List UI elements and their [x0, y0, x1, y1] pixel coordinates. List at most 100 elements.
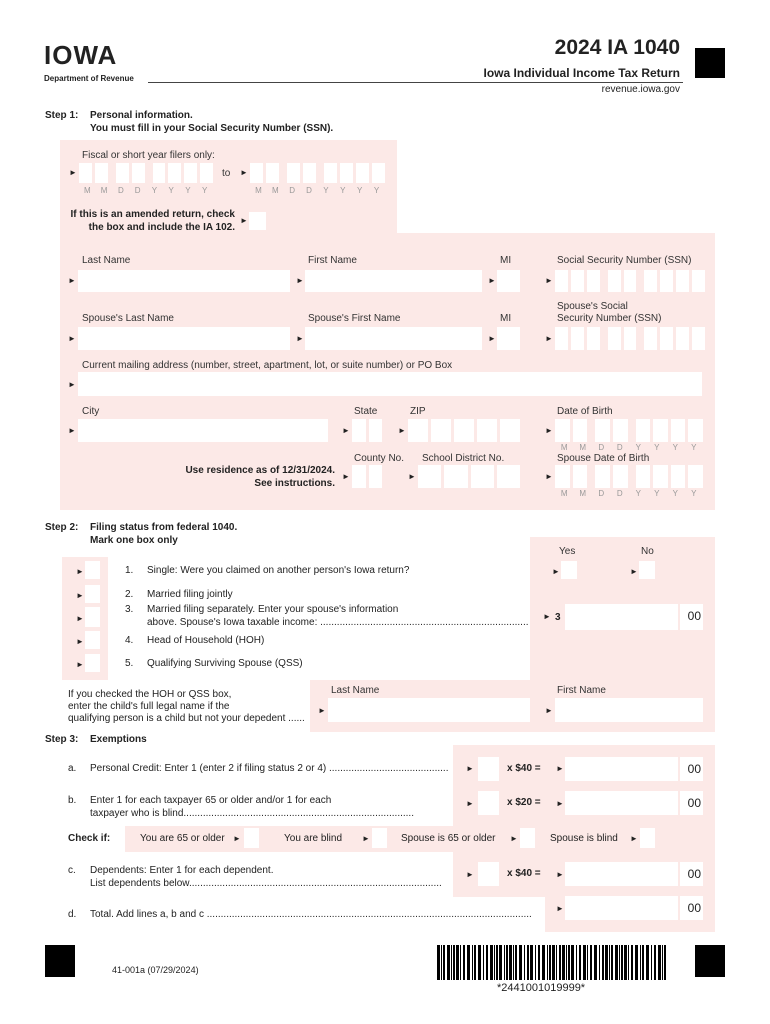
digit-box[interactable] [418, 465, 442, 488]
mi-input[interactable] [497, 270, 520, 292]
child-last-name-input[interactable] [328, 698, 530, 722]
dob-input[interactable] [555, 419, 703, 442]
digit-box[interactable] [570, 327, 584, 350]
digit-box[interactable] [570, 270, 584, 292]
digit-box[interactable] [287, 163, 300, 183]
digit-box[interactable] [660, 327, 674, 350]
digit-box[interactable] [184, 163, 198, 183]
ssn-input[interactable] [555, 270, 706, 292]
line-b-count-input[interactable] [478, 791, 499, 815]
digit-box[interactable] [612, 419, 628, 442]
first-name-input[interactable] [305, 270, 482, 292]
digit-box[interactable] [340, 163, 353, 183]
filing-status-5-checkbox[interactable] [85, 654, 100, 672]
digit-box[interactable] [496, 465, 520, 488]
digit-box[interactable] [670, 465, 686, 488]
digit-box[interactable] [152, 163, 166, 183]
digit-box[interactable] [644, 270, 658, 292]
digit-box[interactable] [555, 465, 570, 488]
line-a-amount-input[interactable] [565, 757, 678, 781]
filing-status-1-checkbox[interactable] [85, 561, 100, 579]
address-input[interactable] [78, 372, 702, 396]
digit-box[interactable] [555, 270, 568, 292]
line-c-amount-input[interactable] [565, 862, 678, 886]
claimed-yes-checkbox[interactable] [561, 561, 577, 579]
filing-status-2-checkbox[interactable] [85, 585, 100, 603]
filing-status-3-checkbox[interactable] [85, 607, 100, 627]
digit-box[interactable] [372, 163, 385, 183]
spouse-65-checkbox[interactable] [520, 828, 535, 848]
digit-box[interactable] [688, 465, 703, 488]
digit-box[interactable] [623, 270, 637, 292]
digit-box[interactable] [200, 163, 213, 183]
spouse-last-name-input[interactable] [78, 327, 290, 350]
digit-box[interactable] [555, 327, 568, 350]
digit-box[interactable] [660, 270, 674, 292]
digit-box[interactable] [368, 419, 382, 442]
spouse-first-name-input[interactable] [305, 327, 482, 350]
digit-box[interactable] [477, 419, 497, 442]
digit-box[interactable] [595, 465, 610, 488]
fiscal-start-date[interactable] [79, 163, 213, 183]
digit-box[interactable] [653, 419, 668, 442]
digit-box[interactable] [607, 270, 621, 292]
digit-box[interactable] [444, 465, 468, 488]
digit-box[interactable] [303, 163, 316, 183]
digit-box[interactable] [79, 163, 92, 183]
spouse-mi-input[interactable] [497, 327, 520, 350]
spouse-ssn-input[interactable] [555, 327, 706, 350]
digit-box[interactable] [635, 465, 651, 488]
digit-box[interactable] [692, 270, 706, 292]
digit-box[interactable] [431, 419, 451, 442]
digit-box[interactable] [356, 163, 369, 183]
digit-box[interactable] [572, 465, 588, 488]
last-name-input[interactable] [78, 270, 290, 292]
line-a-count-input[interactable] [478, 757, 499, 781]
digit-box[interactable] [586, 327, 600, 350]
digit-box[interactable] [352, 465, 366, 488]
city-input[interactable] [78, 419, 328, 442]
digit-box[interactable] [470, 465, 494, 488]
digit-box[interactable] [670, 419, 686, 442]
digit-box[interactable] [250, 163, 263, 183]
digit-box[interactable] [352, 419, 366, 442]
digit-box[interactable] [653, 465, 668, 488]
spouse-blind-checkbox[interactable] [640, 828, 655, 848]
line-d-total-input[interactable] [565, 896, 678, 920]
county-input[interactable] [352, 465, 382, 488]
fiscal-end-date[interactable] [250, 163, 385, 183]
claimed-no-checkbox[interactable] [639, 561, 655, 579]
digit-box[interactable] [607, 327, 621, 350]
child-first-name-input[interactable] [555, 698, 703, 722]
digit-box[interactable] [644, 327, 658, 350]
digit-box[interactable] [368, 465, 382, 488]
school-district-input[interactable] [418, 465, 520, 488]
digit-box[interactable] [408, 419, 428, 442]
digit-box[interactable] [623, 327, 637, 350]
spouse-income-input[interactable] [565, 604, 678, 630]
you-65-checkbox[interactable] [244, 828, 259, 848]
digit-box[interactable] [168, 163, 182, 183]
you-blind-checkbox[interactable] [372, 828, 387, 848]
filing-status-4-checkbox[interactable] [85, 631, 100, 649]
line-c-count-input[interactable] [478, 862, 499, 886]
state-input[interactable] [352, 419, 382, 442]
digit-box[interactable] [131, 163, 145, 183]
digit-box[interactable] [676, 270, 690, 292]
digit-box[interactable] [688, 419, 703, 442]
digit-box[interactable] [115, 163, 129, 183]
digit-box[interactable] [454, 419, 474, 442]
spouse-dob-input[interactable] [555, 465, 703, 488]
amended-checkbox[interactable] [249, 212, 266, 230]
digit-box[interactable] [692, 327, 706, 350]
line-b-amount-input[interactable] [565, 791, 678, 815]
digit-box[interactable] [595, 419, 610, 442]
digit-box[interactable] [586, 270, 600, 292]
digit-box[interactable] [612, 465, 628, 488]
digit-box[interactable] [94, 163, 108, 183]
digit-box[interactable] [266, 163, 279, 183]
digit-box[interactable] [572, 419, 588, 442]
digit-box[interactable] [500, 419, 520, 442]
digit-box[interactable] [635, 419, 651, 442]
zip-input[interactable] [408, 419, 520, 442]
